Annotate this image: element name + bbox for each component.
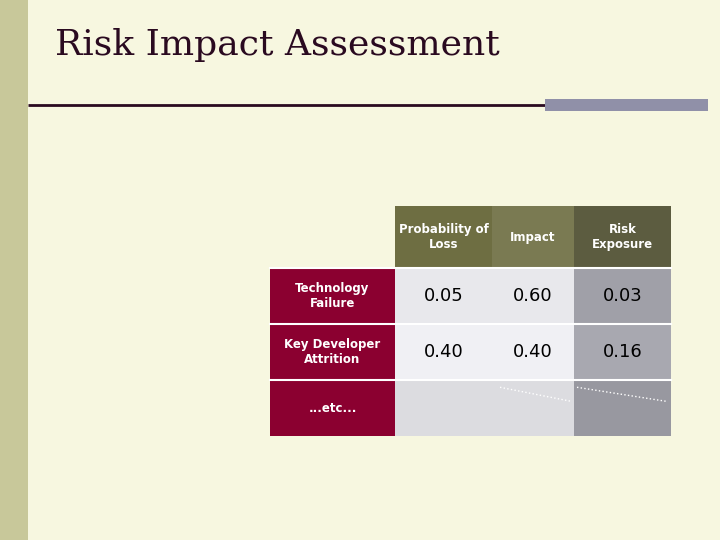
Bar [574,380,671,436]
Bar [492,206,574,268]
Text: 0.40: 0.40 [513,343,553,361]
Bar [270,268,395,324]
Text: Risk Impact Assessment: Risk Impact Assessment [55,28,500,62]
Bar [492,380,574,436]
Text: 0.40: 0.40 [423,343,464,361]
Text: 0.03: 0.03 [603,287,642,305]
Bar [270,380,395,436]
Text: 0.16: 0.16 [603,343,642,361]
Bar [574,268,671,324]
Bar [395,206,492,268]
Bar [545,99,708,111]
Text: 0.05: 0.05 [423,287,464,305]
Bar [574,324,671,380]
Text: Probability of
Loss: Probability of Loss [399,223,488,251]
Bar [492,324,574,380]
Text: Risk
Exposure: Risk Exposure [592,223,653,251]
Bar [395,324,492,380]
Bar [395,380,492,436]
Bar [270,324,395,380]
Bar [0,0,28,540]
Text: 0.60: 0.60 [513,287,553,305]
Bar [574,206,671,268]
Bar [395,268,492,324]
Bar [492,268,574,324]
Text: Impact: Impact [510,231,556,244]
Text: ...etc...: ...etc... [308,402,356,415]
Text: Key Developer
Attrition: Key Developer Attrition [284,338,381,366]
Text: Technology
Failure: Technology Failure [295,282,369,310]
